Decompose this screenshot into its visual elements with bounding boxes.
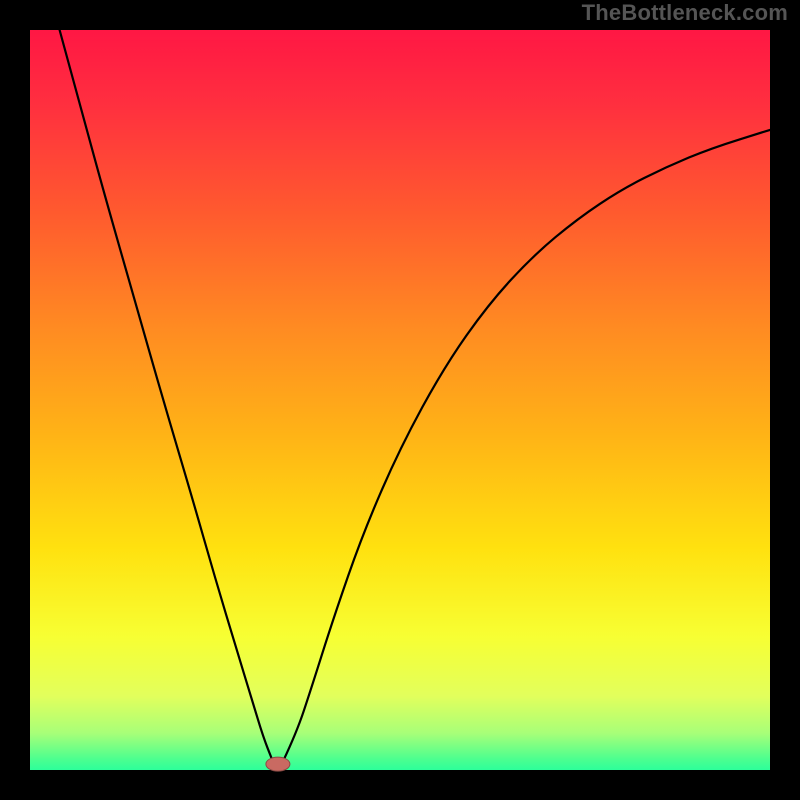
- optimum-marker: [266, 757, 290, 771]
- chart-svg: [0, 0, 800, 800]
- chart-frame: TheBottleneck.com: [0, 0, 800, 800]
- plot-background: [30, 30, 770, 770]
- watermark-text: TheBottleneck.com: [582, 0, 788, 26]
